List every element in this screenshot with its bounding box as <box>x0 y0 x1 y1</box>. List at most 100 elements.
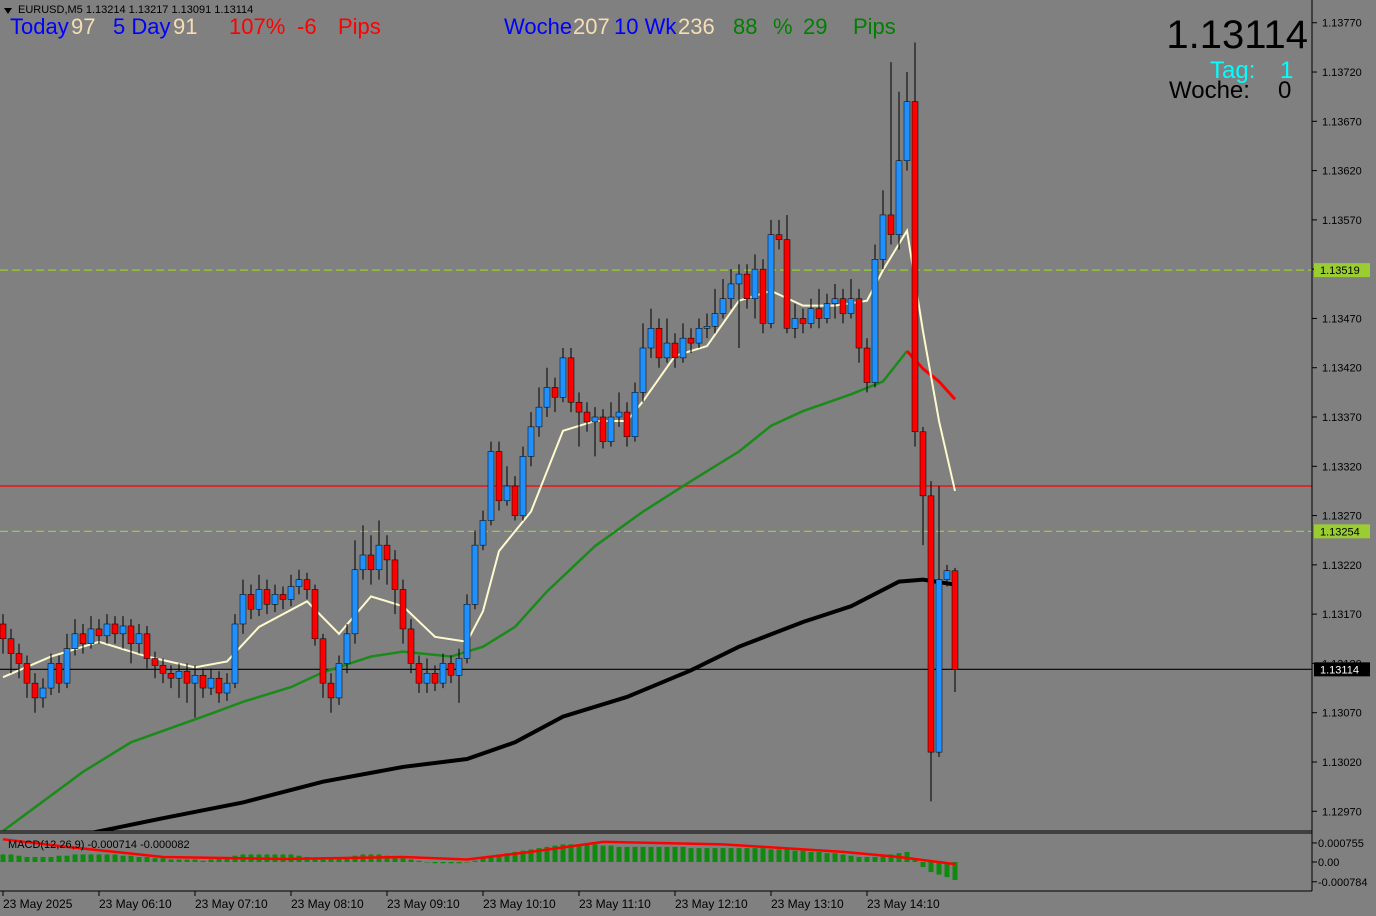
macd-bar <box>728 848 734 863</box>
stat-text: 88 <box>733 14 758 39</box>
candle-body <box>823 303 831 319</box>
macd-bar <box>760 848 766 863</box>
macd-bar <box>784 849 790 863</box>
candle-body <box>583 411 591 423</box>
macd-bar <box>344 856 350 863</box>
candle-body <box>487 451 495 521</box>
macd-bar <box>496 854 502 863</box>
x-tick-label: 23 May 09:10 <box>387 897 460 911</box>
price-label: 1.13519 <box>1320 265 1360 277</box>
x-tick-label: 23 May 13:10 <box>771 897 844 911</box>
macd-bar <box>872 856 878 863</box>
candle-body <box>455 658 463 676</box>
candle-body <box>551 387 559 398</box>
macd-bar <box>824 853 830 863</box>
y-tick-label: 1.13370 <box>1322 412 1362 424</box>
stat-text: Pips <box>853 14 896 39</box>
macd-bar <box>912 859 918 863</box>
candle-body <box>167 673 175 679</box>
candle-body <box>663 342 671 359</box>
candle-body <box>767 234 775 324</box>
candle-body <box>303 579 311 590</box>
candle-body <box>431 673 439 684</box>
macd-bar <box>72 854 78 863</box>
y-tick-label: 1.13270 <box>1322 511 1362 523</box>
macd-bar <box>192 859 198 863</box>
candle-body <box>23 663 31 684</box>
candle-body <box>407 628 415 664</box>
macd-bar <box>696 848 702 863</box>
candle-body <box>943 570 951 580</box>
x-tick-label: 23 May 2025 <box>3 897 73 911</box>
candle-body <box>535 406 543 428</box>
macd-bar <box>336 858 342 863</box>
candle-body <box>631 392 639 437</box>
y-tick-label: 1.13670 <box>1322 116 1362 128</box>
candle-body <box>111 623 119 635</box>
y-tick-label: 1.13770 <box>1322 18 1362 30</box>
macd-bar <box>928 862 934 873</box>
macd-bar <box>832 853 838 863</box>
macd-bar <box>16 855 22 863</box>
macd-bar <box>608 845 614 863</box>
macd-bar <box>208 859 214 863</box>
candle-body <box>191 675 199 684</box>
macd-bar <box>472 860 478 863</box>
candle-body <box>519 456 527 516</box>
stat-text: 10 Wk <box>614 14 677 39</box>
candle-body <box>591 416 599 423</box>
candle-body <box>383 544 391 561</box>
macd-bar <box>584 844 590 863</box>
candle-body <box>895 160 903 235</box>
x-tick-label: 23 May 07:10 <box>195 897 268 911</box>
macd-bar <box>424 862 430 863</box>
macd-bar <box>144 856 150 863</box>
candle-body <box>39 687 47 699</box>
y-tick-label: 1.12970 <box>1322 806 1362 818</box>
macd-bar <box>24 856 30 863</box>
candle-body <box>447 663 455 676</box>
candle-body <box>327 682 335 699</box>
macd-bar <box>96 854 102 863</box>
candle-body <box>839 298 847 314</box>
candle-body <box>695 328 703 344</box>
macd-bar <box>664 846 670 863</box>
candle-body <box>343 633 351 664</box>
y-tick-label: 1.13570 <box>1322 215 1362 227</box>
macd-bar <box>864 856 870 863</box>
y-tick-label: 1.13420 <box>1322 363 1362 375</box>
candle-body <box>159 665 167 674</box>
macd-bar <box>408 859 414 863</box>
stat-text: 29 <box>803 14 828 39</box>
candle-body <box>71 633 79 649</box>
candle-body <box>31 682 39 699</box>
candle-body <box>55 663 63 684</box>
y-tick-label: 1.13020 <box>1322 757 1362 769</box>
x-tick-label: 23 May 11:10 <box>579 897 651 911</box>
macd-bar <box>816 851 822 863</box>
candle-body <box>879 214 887 260</box>
candle-body <box>911 101 919 433</box>
macd-pane <box>0 838 958 881</box>
candle-body <box>143 633 151 659</box>
macd-bar <box>312 858 318 863</box>
candle-body <box>375 544 383 571</box>
macd-bar <box>600 845 606 863</box>
candle-body <box>759 268 767 324</box>
menu-arrow[interactable] <box>4 8 12 14</box>
macd-bar <box>752 848 758 863</box>
candle-body <box>479 520 487 546</box>
price-pane <box>0 42 1312 831</box>
macd-bar <box>328 858 334 863</box>
candle-body <box>279 594 287 600</box>
macd-bar <box>624 846 630 863</box>
macd-bar <box>688 848 694 863</box>
macd-bar <box>80 854 86 863</box>
candle-body <box>735 273 743 285</box>
candle-body <box>607 416 615 442</box>
candle-body <box>255 589 263 610</box>
macd-bar <box>680 846 686 863</box>
macd-bar <box>64 855 70 863</box>
candle-body <box>775 234 783 240</box>
